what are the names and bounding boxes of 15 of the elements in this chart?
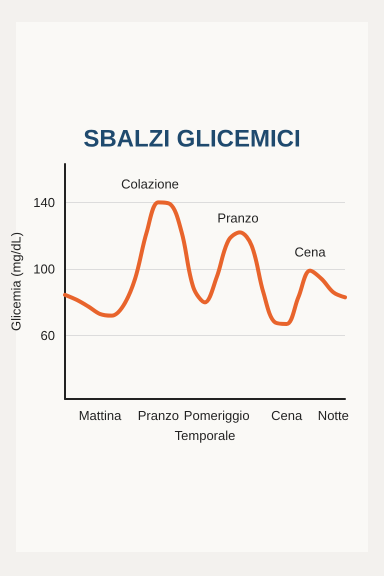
annotation: Cena [294, 244, 326, 260]
x-tick-label: Cena [271, 408, 303, 423]
x-tick-label: Mattina [78, 408, 122, 423]
y-tick-label: 140 [33, 194, 55, 210]
annotation: Pranzo [217, 210, 259, 226]
x-tick-label: Pranzo [138, 408, 179, 423]
x-tick-label: Notte [318, 408, 349, 423]
line-series [63, 200, 347, 326]
x-tick-label: Pomeriggio [184, 408, 250, 423]
x-axis-title: Temporale [174, 428, 236, 443]
y-tick-label: 100 [33, 262, 55, 276]
y-tick-label: 60 [40, 328, 55, 344]
y-axis-title: Glicemia (mg/dL) [8, 232, 24, 331]
annotation: Colazione [121, 176, 179, 192]
chart-title: SBALZI GLICEMICI [83, 126, 301, 152]
